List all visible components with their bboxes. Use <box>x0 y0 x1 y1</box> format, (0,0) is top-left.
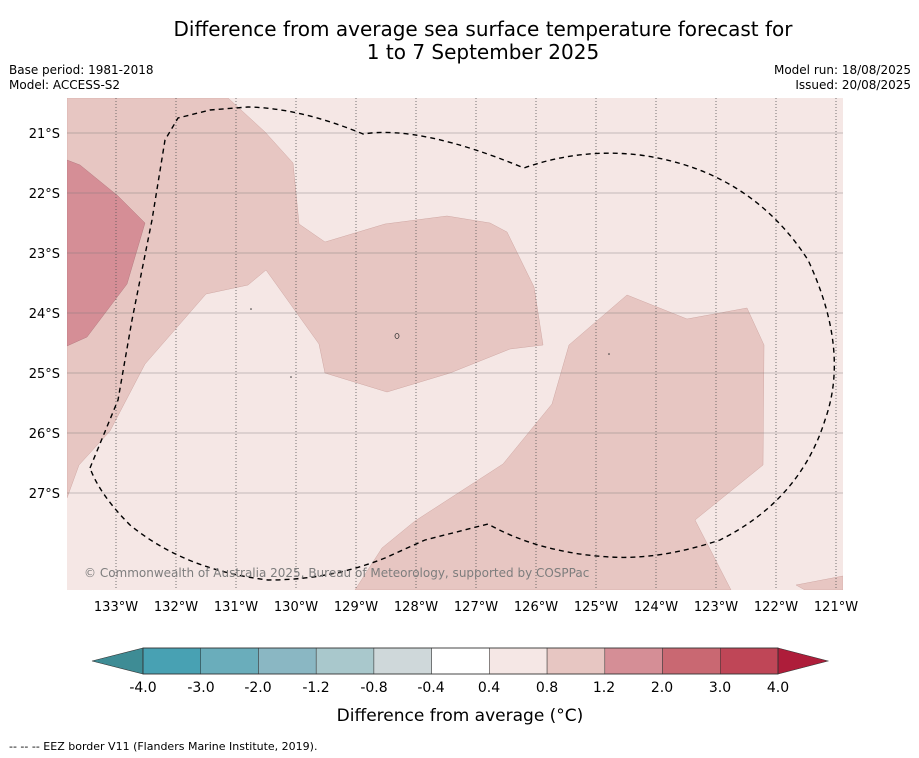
map-figure: © Commonwealth of Australia 2025, Bureau… <box>29 98 858 726</box>
lat-tick-label: 26°S <box>29 427 60 442</box>
latitude-labels: 21°S 22°S 23°S 24°S 25°S 26°S 27°S <box>29 127 60 502</box>
lon-tick-label: 125°W <box>574 600 618 615</box>
longitude-labels: 133°W 132°W 131°W 130°W 129°W 128°W 127°… <box>94 600 858 615</box>
model-run: Model run: 18/08/2025 <box>773 63 911 77</box>
colorbar-segment <box>258 647 317 675</box>
colorbar-label: 2.0 <box>651 680 673 696</box>
colorbar-segment <box>373 647 432 675</box>
colorbar-label: 0.8 <box>536 680 558 696</box>
island <box>394 333 400 339</box>
colorbar-segment <box>200 647 259 675</box>
latitude-gridlines <box>67 132 843 494</box>
colorbar: -4.0 -3.0 -2.0 -1.2 -0.8 -0.4 0.4 0.8 1.… <box>91 647 830 726</box>
lat-tick-label: 21°S <box>29 127 60 142</box>
island <box>250 308 252 310</box>
colorbar-label: -1.2 <box>302 680 329 696</box>
lon-tick-label: 124°W <box>634 600 678 615</box>
meta-left: Base period: 1981-2018 Model: ACCESS-S2 <box>9 63 154 93</box>
lon-tick-label: 126°W <box>514 600 558 615</box>
colorbar-segment <box>431 647 490 675</box>
lat-tick-label: 23°S <box>29 247 60 262</box>
colorbar-label: -2.0 <box>244 680 271 696</box>
region-0p8-1p2-southeast <box>354 294 765 590</box>
eez-footnote: -- -- -- EEZ border V11 (Flanders Marine… <box>9 740 318 753</box>
eez-border <box>89 106 836 581</box>
lat-tick-label: 22°S <box>29 187 60 202</box>
base-period: Base period: 1981-2018 <box>9 63 154 77</box>
lat-tick-label: 25°S <box>29 367 60 382</box>
colorbar-segment <box>662 647 721 675</box>
colorbar-label: 0.4 <box>478 680 500 696</box>
lat-tick-label: 27°S <box>29 487 60 502</box>
lon-tick-label: 130°W <box>274 600 318 615</box>
lon-tick-label: 122°W <box>754 600 798 615</box>
sst-contour-map <box>67 98 843 590</box>
colorbar-label: -3.0 <box>187 680 214 696</box>
colorbar-low-extension <box>91 647 144 675</box>
colorbar-segment <box>315 647 375 675</box>
colorbar-segment <box>489 647 548 675</box>
colorbar-high-extension <box>777 647 830 675</box>
colorbar-segments <box>142 647 779 675</box>
lon-tick-label: 127°W <box>454 600 498 615</box>
longitude-gridlines <box>115 98 837 590</box>
title-line-1: Difference from average sea surface temp… <box>173 17 793 41</box>
lon-tick-label: 129°W <box>334 600 378 615</box>
region-0p8-1p2-north <box>67 98 544 499</box>
lon-tick-label: 132°W <box>154 600 198 615</box>
title-line-2: 1 to 7 September 2025 <box>366 40 600 64</box>
lon-tick-label: 128°W <box>394 600 438 615</box>
colorbar-label: -0.4 <box>417 680 444 696</box>
colorbar-labels: -4.0 -3.0 -2.0 -1.2 -0.8 -0.4 0.4 0.8 1.… <box>129 680 789 696</box>
lon-tick-label: 123°W <box>694 600 738 615</box>
lon-tick-label: 133°W <box>94 600 138 615</box>
issued-date: Issued: 20/08/2025 <box>795 78 911 92</box>
colorbar-label: -4.0 <box>129 680 156 696</box>
colorbar-segment <box>720 647 779 675</box>
copyright-text: © Commonwealth of Australia 2025, Bureau… <box>84 566 589 580</box>
meta-right: Model run: 18/08/2025 Issued: 20/08/2025 <box>774 63 911 93</box>
colorbar-label: 1.2 <box>593 680 615 696</box>
lat-tick-label: 24°S <box>29 307 60 322</box>
lon-tick-label: 131°W <box>214 600 258 615</box>
island <box>290 376 292 378</box>
colorbar-label: 4.0 <box>767 680 789 696</box>
colorbar-segment <box>604 647 663 675</box>
region-0p8-1p2-corner <box>795 575 843 590</box>
colorbar-segment <box>142 647 201 675</box>
island <box>608 353 610 355</box>
colorbar-frame <box>142 647 779 675</box>
colorbar-label: 3.0 <box>709 680 731 696</box>
lon-tick-label: 121°W <box>814 600 858 615</box>
colorbar-title: Difference from average (°C) <box>337 706 584 726</box>
map-title: Difference from average sea surface temp… <box>0 18 919 64</box>
colorbar-segment <box>546 647 606 675</box>
colorbar-label: -0.8 <box>360 680 387 696</box>
model-name: Model: ACCESS-S2 <box>9 78 121 92</box>
